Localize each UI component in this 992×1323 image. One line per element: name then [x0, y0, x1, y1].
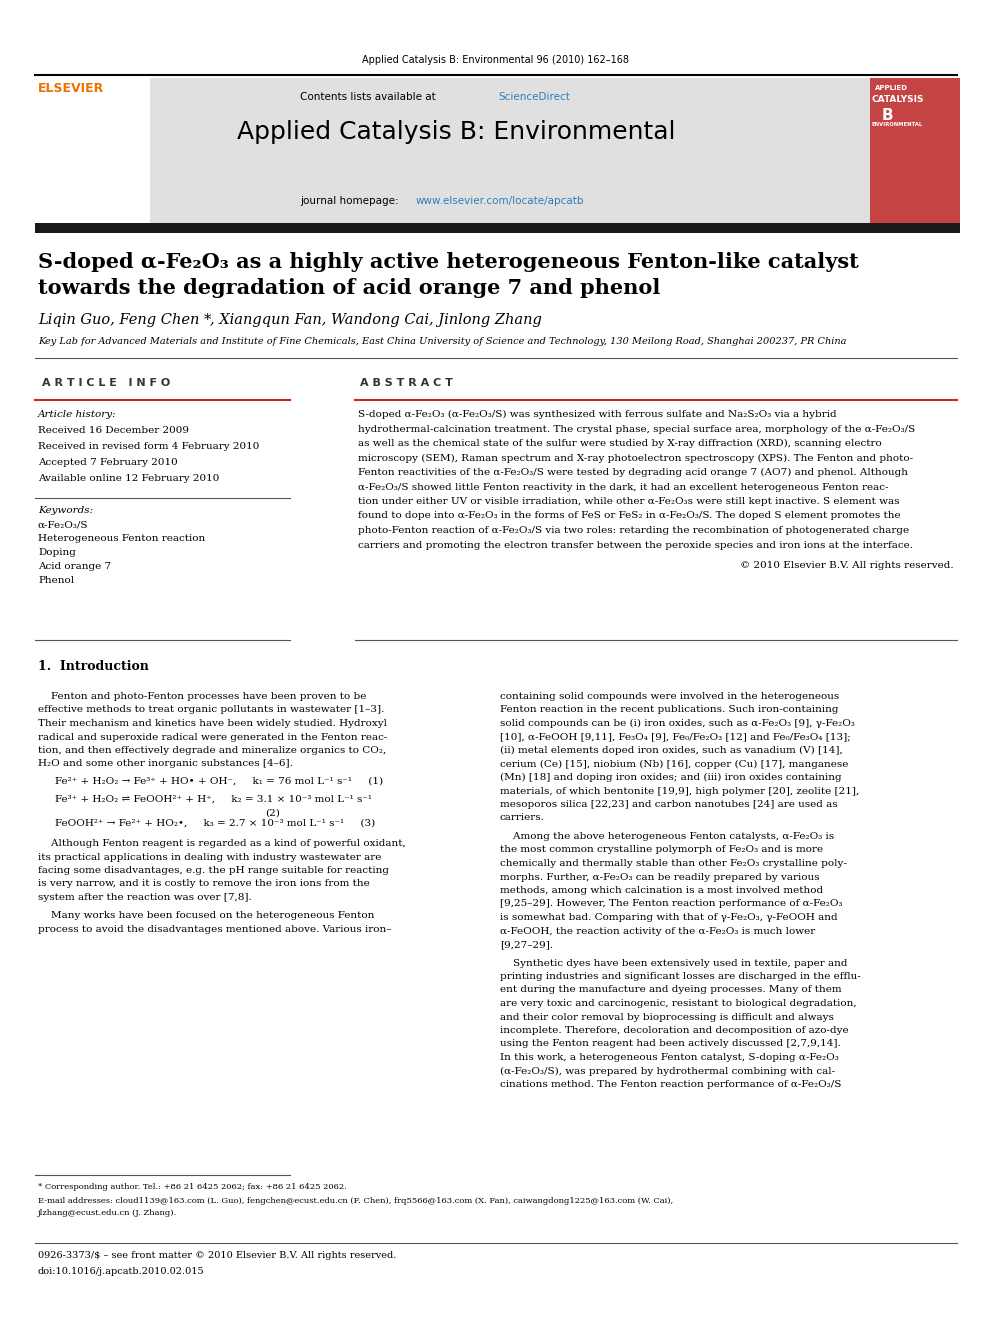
- Text: APPLIED: APPLIED: [875, 85, 908, 91]
- Text: is very narrow, and it is costly to remove the iron ions from the: is very narrow, and it is costly to remo…: [38, 880, 370, 889]
- Text: photo-Fenton reaction of α-Fe₂O₃/S via two roles: retarding the recombination of: photo-Fenton reaction of α-Fe₂O₃/S via t…: [358, 527, 909, 534]
- Text: tion, and then effectively degrade and mineralize organics to CO₂,: tion, and then effectively degrade and m…: [38, 746, 386, 755]
- Text: found to dope into α-Fe₂O₃ in the forms of FeS or FeS₂ in α-Fe₂O₃/S. The doped S: found to dope into α-Fe₂O₃ in the forms …: [358, 512, 901, 520]
- Text: carriers.: carriers.: [500, 814, 545, 823]
- Text: Accepted 7 February 2010: Accepted 7 February 2010: [38, 458, 178, 467]
- Text: ELSEVIER: ELSEVIER: [38, 82, 104, 95]
- Text: S-doped α-Fe₂O₃ (α-Fe₂O₃/S) was synthesized with ferrous sulfate and Na₂S₂O₃ via: S-doped α-Fe₂O₃ (α-Fe₂O₃/S) was synthesi…: [358, 410, 836, 419]
- Text: mesoporos silica [22,23] and carbon nanotubes [24] are used as: mesoporos silica [22,23] and carbon nano…: [500, 800, 837, 808]
- Text: [9,25–29]. However, The Fenton reaction performance of α-Fe₂O₃: [9,25–29]. However, The Fenton reaction …: [500, 900, 842, 909]
- Text: (ii) metal elements doped iron oxides, such as vanadium (V) [14],: (ii) metal elements doped iron oxides, s…: [500, 746, 843, 755]
- Text: * Corresponding author. Tel.: +86 21 6425 2062; fax: +86 21 6425 2062.: * Corresponding author. Tel.: +86 21 642…: [38, 1183, 347, 1191]
- Text: S-doped α-Fe₂O₃ as a highly active heterogeneous Fenton-like catalyst: S-doped α-Fe₂O₃ as a highly active heter…: [38, 251, 859, 273]
- Text: Their mechanism and kinetics have been widely studied. Hydroxyl: Their mechanism and kinetics have been w…: [38, 718, 387, 728]
- Text: Many works have been focused on the heterogeneous Fenton: Many works have been focused on the hete…: [38, 912, 374, 921]
- Text: and their color removal by bioprocessing is difficult and always: and their color removal by bioprocessing…: [500, 1012, 834, 1021]
- Text: effective methods to treat organic pollutants in wastewater [1–3].: effective methods to treat organic pollu…: [38, 705, 384, 714]
- Text: facing some disadvantages, e.g. the pH range suitable for reacting: facing some disadvantages, e.g. the pH r…: [38, 867, 389, 875]
- Text: Among the above heterogeneous Fenton catalysts, α-Fe₂O₃ is: Among the above heterogeneous Fenton cat…: [500, 832, 834, 841]
- Text: α-Fe₂O₃/S: α-Fe₂O₃/S: [38, 520, 88, 529]
- Text: Fe³⁺ + H₂O₂ ⇌ FeOOH²⁺ + H⁺,     k₂ = 3.1 × 10⁻³ mol L⁻¹ s⁻¹: Fe³⁺ + H₂O₂ ⇌ FeOOH²⁺ + H⁺, k₂ = 3.1 × 1…: [55, 795, 372, 804]
- Text: Doping: Doping: [38, 548, 75, 557]
- Text: the most common crystalline polymorph of Fe₂O₃ and is more: the most common crystalline polymorph of…: [500, 845, 823, 855]
- Text: Received in revised form 4 February 2010: Received in revised form 4 February 2010: [38, 442, 259, 451]
- Text: ScienceDirect: ScienceDirect: [498, 93, 569, 102]
- Text: Contents lists available at: Contents lists available at: [300, 93, 439, 102]
- Text: tion under either UV or visible irradiation, while other α-Fe₂O₃s were still kep: tion under either UV or visible irradiat…: [358, 497, 900, 505]
- Text: www.elsevier.com/locate/apcatb: www.elsevier.com/locate/apcatb: [416, 196, 584, 206]
- Text: Available online 12 February 2010: Available online 12 February 2010: [38, 474, 219, 483]
- Text: Acid orange 7: Acid orange 7: [38, 562, 111, 572]
- Text: containing solid compounds were involved in the heterogeneous: containing solid compounds were involved…: [500, 692, 839, 701]
- Text: α-Fe₂O₃/S showed little Fenton reactivity in the dark, it had an excellent heter: α-Fe₂O₃/S showed little Fenton reactivit…: [358, 483, 889, 492]
- Text: Fenton and photo-Fenton processes have been proven to be: Fenton and photo-Fenton processes have b…: [38, 692, 366, 701]
- Text: 1.  Introduction: 1. Introduction: [38, 660, 149, 673]
- Text: , Xiangqun Fan, Wandong Cai, Jinlong Zhang: , Xiangqun Fan, Wandong Cai, Jinlong Zha…: [210, 314, 542, 327]
- Text: Received 16 December 2009: Received 16 December 2009: [38, 426, 189, 435]
- Text: Applied Catalysis B: Environmental: Applied Catalysis B: Environmental: [237, 120, 676, 144]
- Text: hydrothermal-calcination treatment. The crystal phase, special surface area, mor: hydrothermal-calcination treatment. The …: [358, 425, 916, 434]
- Text: its practical applications in dealing with industry wastewater are: its practical applications in dealing wi…: [38, 852, 381, 861]
- Text: Applied Catalysis B: Environmental 96 (2010) 162–168: Applied Catalysis B: Environmental 96 (2…: [362, 56, 630, 65]
- Text: In this work, a heterogeneous Fenton catalyst, S-doping α-Fe₂O₃: In this work, a heterogeneous Fenton cat…: [500, 1053, 839, 1062]
- Text: Phenol: Phenol: [38, 576, 74, 585]
- Text: microscopy (SEM), Raman spectrum and X-ray photoelectron spectroscopy (XPS). The: microscopy (SEM), Raman spectrum and X-r…: [358, 454, 913, 463]
- Text: doi:10.1016/j.apcatb.2010.02.015: doi:10.1016/j.apcatb.2010.02.015: [38, 1267, 204, 1275]
- Text: chemically and thermally stable than other Fe₂O₃ crystalline poly-: chemically and thermally stable than oth…: [500, 859, 847, 868]
- Text: α-FeOOH, the reaction activity of the α-Fe₂O₃ is much lower: α-FeOOH, the reaction activity of the α-…: [500, 926, 815, 935]
- Text: H₂O and some other inorganic substances [4–6].: H₂O and some other inorganic substances …: [38, 759, 293, 769]
- Text: as well as the chemical state of the sulfur were studied by X-ray diffraction (X: as well as the chemical state of the sul…: [358, 439, 882, 448]
- Text: Synthetic dyes have been extensively used in textile, paper and: Synthetic dyes have been extensively use…: [500, 958, 847, 967]
- Text: process to avoid the disadvantages mentioned above. Various iron–: process to avoid the disadvantages menti…: [38, 925, 392, 934]
- Text: Although Fenton reagent is regarded as a kind of powerful oxidant,: Although Fenton reagent is regarded as a…: [38, 839, 406, 848]
- Text: *: *: [204, 314, 211, 327]
- Text: ENVIRONMENTAL: ENVIRONMENTAL: [871, 122, 923, 127]
- Text: Fe²⁺ + H₂O₂ → Fe³⁺ + HO• + OH⁻,     k₁ = 76 mol L⁻¹ s⁻¹     (1): Fe²⁺ + H₂O₂ → Fe³⁺ + HO• + OH⁻, k₁ = 76 …: [55, 777, 383, 786]
- Text: B: B: [882, 108, 894, 123]
- Text: incomplete. Therefore, decoloration and decomposition of azo-dye: incomplete. Therefore, decoloration and …: [500, 1027, 848, 1035]
- Text: ent during the manufacture and dyeing processes. Many of them: ent during the manufacture and dyeing pr…: [500, 986, 841, 995]
- Text: cinations method. The Fenton reaction performance of α-Fe₂O₃/S: cinations method. The Fenton reaction pe…: [500, 1080, 841, 1089]
- Text: is somewhat bad. Comparing with that of γ-Fe₂O₃, γ-FeOOH and: is somewhat bad. Comparing with that of …: [500, 913, 837, 922]
- Text: (α-Fe₂O₃/S), was prepared by hydrothermal combining with cal-: (α-Fe₂O₃/S), was prepared by hydrotherma…: [500, 1066, 835, 1076]
- Text: FeOOH²⁺ → Fe²⁺ + HO₂•,     k₃ = 2.7 × 10⁻³ mol L⁻¹ s⁻¹     (3): FeOOH²⁺ → Fe²⁺ + HO₂•, k₃ = 2.7 × 10⁻³ m…: [55, 819, 375, 828]
- Text: E-mail addresses: cloud1139@163.com (L. Guo), fengchen@ecust.edu.cn (F. Chen), f: E-mail addresses: cloud1139@163.com (L. …: [38, 1197, 674, 1205]
- Text: Fenton reactivities of the α-Fe₂O₃/S were tested by degrading acid orange 7 (AO7: Fenton reactivities of the α-Fe₂O₃/S wer…: [358, 468, 908, 478]
- Text: Fenton reaction in the recent publications. Such iron-containing: Fenton reaction in the recent publicatio…: [500, 705, 838, 714]
- Text: solid compounds can be (i) iron oxides, such as α-Fe₂O₃ [9], γ-Fe₂O₃: solid compounds can be (i) iron oxides, …: [500, 718, 855, 728]
- Text: Key Lab for Advanced Materials and Institute of Fine Chemicals, East China Unive: Key Lab for Advanced Materials and Insti…: [38, 337, 846, 347]
- Text: (Mn) [18] and doping iron oxides; and (iii) iron oxides containing: (Mn) [18] and doping iron oxides; and (i…: [500, 773, 841, 782]
- Text: morphs. Further, α-Fe₂O₃ can be readily prepared by various: morphs. Further, α-Fe₂O₃ can be readily …: [500, 872, 819, 881]
- Text: [9,27–29].: [9,27–29].: [500, 941, 554, 949]
- Text: (2): (2): [265, 808, 280, 818]
- Text: methods, among which calcination is a most involved method: methods, among which calcination is a mo…: [500, 886, 823, 894]
- Text: 0926-3373/$ – see front matter © 2010 Elsevier B.V. All rights reserved.: 0926-3373/$ – see front matter © 2010 El…: [38, 1252, 397, 1259]
- Text: Keywords:: Keywords:: [38, 505, 93, 515]
- Text: system after the reaction was over [7,8].: system after the reaction was over [7,8]…: [38, 893, 252, 902]
- Text: CATALYSIS: CATALYSIS: [872, 95, 925, 105]
- Text: A B S T R A C T: A B S T R A C T: [360, 378, 453, 388]
- Text: Heterogeneous Fenton reaction: Heterogeneous Fenton reaction: [38, 534, 205, 542]
- Text: towards the degradation of acid orange 7 and phenol: towards the degradation of acid orange 7…: [38, 278, 661, 298]
- Text: © 2010 Elsevier B.V. All rights reserved.: © 2010 Elsevier B.V. All rights reserved…: [740, 561, 954, 570]
- Text: Liqin Guo, Feng Chen: Liqin Guo, Feng Chen: [38, 314, 199, 327]
- Text: journal homepage:: journal homepage:: [300, 196, 402, 206]
- Text: cerium (Ce) [15], niobium (Nb) [16], copper (Cu) [17], manganese: cerium (Ce) [15], niobium (Nb) [16], cop…: [500, 759, 848, 769]
- Text: carriers and promoting the electron transfer between the peroxide species and ir: carriers and promoting the electron tran…: [358, 541, 913, 549]
- Text: A R T I C L E   I N F O: A R T I C L E I N F O: [42, 378, 171, 388]
- Text: using the Fenton reagent had been actively discussed [2,7,9,14].: using the Fenton reagent had been active…: [500, 1040, 841, 1049]
- Text: printing industries and significant losses are discharged in the efflu-: printing industries and significant loss…: [500, 972, 861, 980]
- Text: Article history:: Article history:: [38, 410, 117, 419]
- Text: radical and superoxide radical were generated in the Fenton reac-: radical and superoxide radical were gene…: [38, 733, 387, 741]
- Text: [10], α-FeOOH [9,11], Fe₃O₄ [9], Fe₀/Fe₂O₃ [12] and Fe₀/Fe₃O₄ [13];: [10], α-FeOOH [9,11], Fe₃O₄ [9], Fe₀/Fe₂…: [500, 733, 851, 741]
- Text: are very toxic and carcinogenic, resistant to biological degradation,: are very toxic and carcinogenic, resista…: [500, 999, 857, 1008]
- Text: jlzhang@ecust.edu.cn (J. Zhang).: jlzhang@ecust.edu.cn (J. Zhang).: [38, 1209, 178, 1217]
- Text: materials, of which bentonite [19,9], high polymer [20], zeolite [21],: materials, of which bentonite [19,9], hi…: [500, 786, 859, 795]
